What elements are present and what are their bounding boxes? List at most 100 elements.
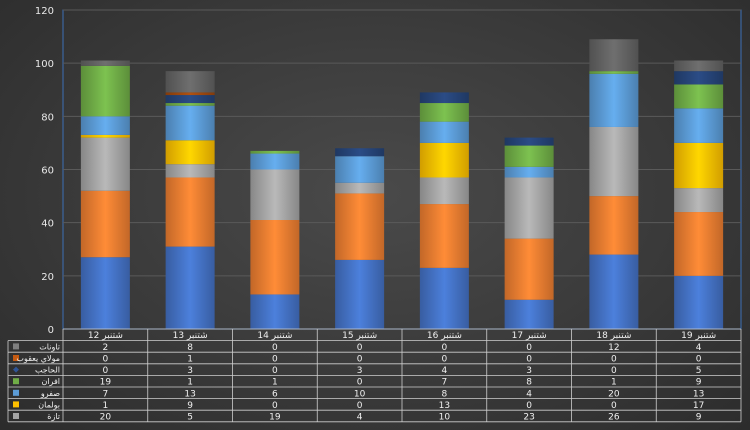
bar-segment	[589, 39, 639, 72]
y-tick-label: 60	[41, 166, 54, 177]
table-cell: 0	[272, 355, 278, 365]
bar-segment	[250, 220, 300, 295]
bar-segment	[80, 65, 130, 117]
table-cell: 0	[526, 401, 532, 411]
x-tick-label: 16 شتنبر	[427, 331, 462, 341]
bar-segment	[419, 267, 469, 329]
bar-segment	[250, 294, 300, 329]
bar-segment	[165, 177, 215, 247]
bar-segment	[165, 164, 215, 178]
bar-segment	[589, 71, 639, 74]
table-cell: 3	[187, 366, 193, 376]
bar-segment	[335, 193, 385, 260]
table-cell: 1	[611, 378, 617, 388]
bar-segment	[80, 116, 130, 135]
table-row-label: الحاجب	[35, 366, 60, 375]
bar-segment	[589, 196, 639, 255]
table-cell: 13	[439, 401, 450, 411]
table-cell: 0	[357, 355, 363, 365]
table-cell: 3	[526, 366, 532, 376]
table-cell: 1	[187, 378, 193, 388]
bar-segment	[419, 92, 469, 104]
y-tick-label: 80	[41, 112, 54, 123]
legend-marker	[13, 378, 19, 385]
bar-segment	[250, 169, 300, 221]
legend-marker	[13, 355, 19, 361]
x-tick-label: 12 شتنبر	[88, 331, 123, 341]
bar-segment	[504, 166, 554, 178]
bar-segment	[250, 153, 300, 170]
legend-marker	[13, 413, 19, 419]
table-row-label: تازة	[47, 412, 60, 421]
table-cell: 0	[442, 355, 448, 365]
bar-segment	[250, 150, 300, 154]
table-cell: 12	[608, 343, 619, 353]
table-cell: 1	[103, 401, 109, 411]
table-cell: 0	[696, 355, 702, 365]
table-cell: 4	[526, 389, 532, 399]
table-cell: 0	[611, 366, 617, 376]
table-cell: 7	[103, 389, 109, 399]
legend-marker	[13, 389, 19, 396]
table-cell: 0	[611, 401, 617, 411]
bar-segment	[165, 71, 215, 93]
table-cell: 0	[272, 343, 278, 353]
bar-segment	[504, 238, 554, 300]
table-row-label: تاونات	[39, 342, 60, 351]
x-tick-label: 19 شتنبر	[681, 331, 716, 341]
bar-segment	[165, 103, 215, 106]
table-cell: 4	[357, 413, 363, 423]
table-cell: 0	[526, 343, 532, 353]
table-cell: 1	[272, 378, 278, 388]
table-cell: 10	[439, 413, 451, 423]
bar-segment	[335, 148, 385, 157]
bar-segment	[504, 177, 554, 239]
bar-segment	[165, 246, 215, 329]
table-cell: 9	[696, 413, 702, 423]
table-cell: 26	[608, 413, 620, 423]
bar-segment	[165, 140, 215, 165]
bar-segment	[674, 108, 724, 143]
bar-segment	[335, 259, 385, 329]
bar-segment	[589, 126, 639, 197]
bar-segment	[504, 137, 554, 146]
table-cell: 17	[693, 401, 704, 411]
table-cell: 19	[100, 378, 112, 388]
bar-segment	[335, 156, 385, 183]
table-cell: 20	[608, 389, 620, 399]
bar-segment	[80, 60, 130, 66]
table-cell: 8	[442, 389, 448, 399]
bar-segment	[335, 182, 385, 194]
bar-segment	[674, 71, 724, 85]
bar-segment	[80, 190, 130, 258]
bar-segment	[674, 84, 724, 109]
bar-segment	[674, 275, 724, 329]
bar-segment	[419, 204, 469, 268]
table-cell: 3	[357, 366, 363, 376]
bar-segment	[674, 142, 724, 189]
bar-segment	[80, 134, 130, 138]
table-cell: 4	[696, 343, 702, 353]
bar-segment	[165, 95, 215, 104]
y-tick-label: 0	[48, 325, 54, 336]
bar-segment	[674, 60, 724, 72]
x-tick-label: 15 شتنبر	[342, 331, 377, 341]
bar-segment	[80, 137, 130, 191]
table-cell: 2	[103, 343, 109, 353]
y-tick-label: 40	[41, 219, 54, 230]
legend-marker	[13, 366, 19, 373]
table-cell: 20	[100, 413, 112, 423]
table-cell: 8	[187, 343, 193, 353]
table-cell: 10	[354, 389, 366, 399]
table-cell: 0	[611, 355, 617, 365]
bar-segment	[80, 257, 130, 329]
table-cell: 0	[526, 355, 532, 365]
table-cell: 5	[696, 366, 702, 376]
bar-segment	[419, 142, 469, 178]
table-row-label: مولاي يعقوب	[16, 354, 60, 363]
table-cell: 4	[442, 366, 448, 376]
table-cell: 0	[357, 343, 363, 353]
bar-segment	[165, 92, 215, 96]
x-tick-label: 17 شتنبر	[512, 331, 547, 341]
table-cell: 1	[187, 355, 193, 365]
